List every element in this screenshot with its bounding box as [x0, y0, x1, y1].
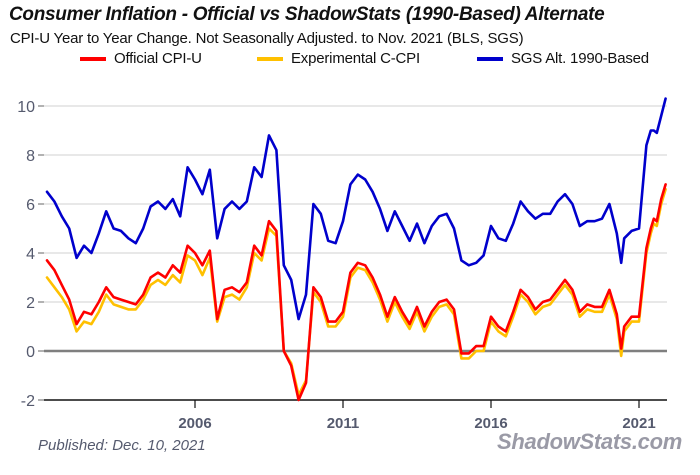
legend: Official CPI-U Experimental C-CPI SGS Al… [0, 50, 700, 70]
legend-swatch-official-cpi-u [80, 56, 106, 61]
legend-swatch-experimental-c-cpi [257, 56, 283, 61]
x-tick-label: 2006 [178, 415, 211, 432]
gridlines [44, 105, 667, 401]
line-sgs-alt-1990 [45, 97, 667, 321]
chart-title: Consumer Inflation - Official vs ShadowS… [9, 4, 605, 25]
line-experimental-c-cpi [45, 188, 667, 397]
y-tick-label: 0 [26, 344, 35, 361]
y-tick-label: 6 [26, 197, 35, 214]
published-date: Published: Dec. 10, 2021 [38, 437, 206, 454]
legend-label-experimental-c-cpi: Experimental C-CPI [291, 50, 420, 67]
y-tick-label: 2 [26, 295, 35, 312]
legend-label-sgs-alt: SGS Alt. 1990-Based [511, 50, 649, 67]
y-tick-label: 4 [26, 246, 35, 263]
y-axis: -2 0 2 4 6 8 10 [17, 99, 44, 410]
x-tick-label: 2011 [327, 415, 360, 432]
legend-swatch-sgs-alt [477, 56, 503, 61]
y-tick-label: 10 [17, 99, 35, 116]
legend-item-sgs-alt: SGS Alt. 1990-Based [477, 50, 649, 67]
chart-subtitle: CPI-U Year to Year Change. Not Seasonall… [10, 30, 524, 47]
legend-item-official-cpi-u: Official CPI-U [80, 50, 202, 67]
x-axis: 2006 2011 2016 2021 [178, 400, 656, 432]
legend-label-official-cpi-u: Official CPI-U [114, 50, 202, 67]
brand-watermark: ShadowStats.com [497, 429, 682, 454]
series-lines [45, 97, 667, 402]
legend-item-experimental-c-cpi: Experimental C-CPI [257, 50, 420, 67]
y-tick-label: -2 [21, 393, 35, 410]
line-official-cpi-u [45, 183, 667, 402]
x-tick-label: 2016 [474, 415, 507, 432]
x-tick-label: 2021 [622, 415, 655, 432]
y-tick-label: 8 [26, 148, 35, 165]
